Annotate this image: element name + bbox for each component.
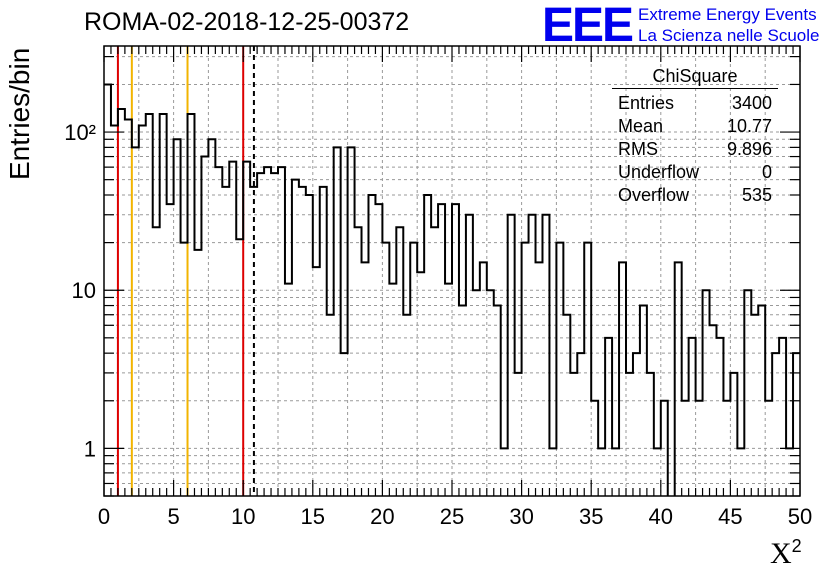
stats-value: 0: [761, 162, 772, 182]
histogram-outline: [104, 83, 800, 496]
x-tick-label: 30: [509, 504, 533, 529]
x-tick-label: 20: [370, 504, 394, 529]
x-tick-label: 0: [98, 504, 110, 529]
eee-logo-mark: EEE: [542, 0, 634, 52]
y-tick-label: 10²: [64, 120, 96, 145]
stats-row: Overflow 535: [612, 184, 778, 207]
stats-value: 9.896: [726, 139, 772, 159]
stats-value: 3400: [731, 93, 772, 113]
x-tick-label: 5: [167, 504, 179, 529]
stats-title: ChiSquare: [612, 66, 778, 89]
stats-row: RMS 9.896: [612, 138, 778, 161]
x-tick-label: 25: [440, 504, 464, 529]
stats-row: Entries 3400: [612, 92, 778, 115]
x-tick-label: 45: [718, 504, 742, 529]
plot-title: ROMA-02-2018-12-25-00372: [84, 8, 410, 36]
x-axis-label-text: X: [770, 537, 792, 570]
x-axis-label: X2: [770, 536, 802, 571]
logo-tagline-2: La Scienza nelle Scuole: [638, 26, 820, 45]
x-tick-label: 35: [579, 504, 603, 529]
x-axis-label-superscript: 2: [791, 536, 802, 556]
stats-value: 535: [741, 185, 772, 205]
x-tick-label: 10: [231, 504, 255, 529]
y-axis-label: Entries/bin: [4, 47, 35, 180]
stats-value: 10.77: [726, 116, 772, 136]
y-tick-label: 10: [72, 278, 96, 303]
stats-label: Entries: [618, 93, 675, 113]
axis-ticks: 0 5 10 15 20 25 30 35 40 45 50 1 10 10²: [64, 46, 812, 529]
stats-row: Underflow 0: [612, 161, 778, 184]
stats-label: Mean: [618, 116, 664, 136]
logo-tagline-1: Extreme Energy Events: [638, 5, 817, 24]
stats-label: RMS: [618, 139, 658, 159]
histogram-bins: [104, 83, 800, 496]
stats-row: Mean 10.77: [612, 115, 778, 138]
stats-label: Underflow: [618, 162, 700, 182]
x-tick-label: 40: [649, 504, 673, 529]
stats-label: Overflow: [618, 185, 690, 205]
stats-box: ChiSquare Entries 3400 Mean 10.77 RMS 9.896…: [612, 66, 778, 207]
x-tick-label: 15: [301, 504, 325, 529]
x-tick-label: 50: [788, 504, 812, 529]
y-tick-label: 1: [84, 436, 96, 461]
